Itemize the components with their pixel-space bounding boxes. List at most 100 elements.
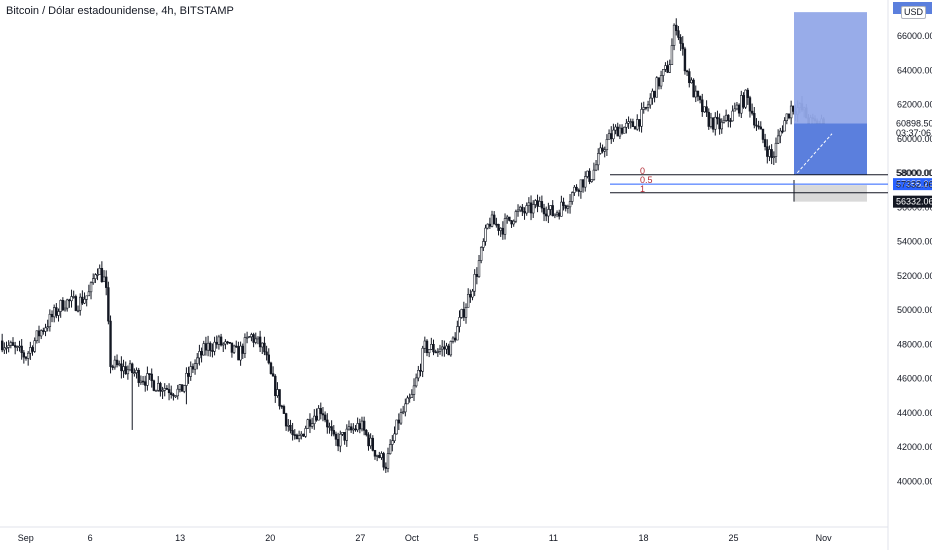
candle-down xyxy=(523,211,526,214)
candle-down xyxy=(475,274,479,277)
candle-up xyxy=(768,149,771,157)
candle-down xyxy=(204,343,208,351)
candle-down xyxy=(718,118,721,130)
candle-down xyxy=(382,453,385,468)
candle-down xyxy=(226,341,229,344)
candle-down xyxy=(742,95,745,108)
candle-down xyxy=(334,433,338,440)
candle-up xyxy=(458,317,461,327)
candle-down xyxy=(148,373,151,375)
candle-up xyxy=(29,347,32,354)
candle-down xyxy=(581,179,585,188)
candle-up xyxy=(724,114,728,121)
candle-down xyxy=(278,389,281,407)
candle-down xyxy=(263,342,266,353)
candle-up xyxy=(133,372,136,375)
candle-up xyxy=(549,205,552,210)
candle-up xyxy=(646,104,650,108)
candle-up xyxy=(423,340,427,349)
candle-down xyxy=(378,455,381,458)
candle-up xyxy=(26,352,30,359)
candle-up xyxy=(670,45,674,65)
candle-down xyxy=(282,406,286,414)
candle-down xyxy=(675,24,678,32)
candle-down xyxy=(170,392,173,395)
candle-up xyxy=(560,201,563,217)
candle-up xyxy=(65,299,69,309)
candle-up xyxy=(39,330,43,337)
candle-up xyxy=(605,139,609,151)
candle-down xyxy=(419,370,422,372)
candle-up xyxy=(534,200,537,205)
candle-up xyxy=(603,149,606,152)
candle-up xyxy=(590,179,593,182)
candle-down xyxy=(753,113,756,126)
candle-up xyxy=(72,296,75,298)
candle-up xyxy=(627,121,630,124)
candle-down xyxy=(111,366,114,368)
candle-up xyxy=(395,419,398,435)
candle-up xyxy=(178,384,182,390)
candle-up xyxy=(744,89,747,108)
price-axis-tick: 58000.00 xyxy=(897,168,932,178)
candle-up xyxy=(482,241,485,248)
candle-up xyxy=(239,345,242,361)
candle-up xyxy=(662,69,665,76)
candle-down xyxy=(293,434,296,436)
candle-down xyxy=(729,120,732,123)
candle-up xyxy=(317,408,320,421)
candle-down xyxy=(755,124,758,127)
candle-up xyxy=(703,106,706,113)
candle-up xyxy=(709,117,713,127)
candle-down xyxy=(365,430,368,436)
candle-up xyxy=(369,437,372,447)
candle-up xyxy=(360,420,364,430)
candle-up xyxy=(471,290,474,298)
candle-down xyxy=(711,117,715,130)
candle-up xyxy=(206,342,210,351)
position-path xyxy=(793,133,833,177)
currency-badge[interactable]: USD xyxy=(901,6,927,19)
candle-down xyxy=(705,106,708,113)
candle-up xyxy=(401,411,405,414)
candle-down xyxy=(81,296,84,304)
candle-up xyxy=(304,428,307,437)
candle-up xyxy=(479,247,483,261)
candle-down xyxy=(564,205,567,209)
candle-down xyxy=(20,345,23,353)
candle-down xyxy=(109,320,112,367)
position-profit-zone xyxy=(794,12,867,124)
candle-up xyxy=(421,347,424,372)
candle-down xyxy=(371,437,375,451)
candle-down xyxy=(501,227,505,235)
candle-down xyxy=(74,296,78,311)
candle-down xyxy=(781,130,784,133)
price-tag: 57355.26 xyxy=(896,179,932,189)
candle-down xyxy=(492,214,496,225)
candle-down xyxy=(681,43,684,50)
candle-up xyxy=(720,121,723,130)
price-axis-tick: 40000.00 xyxy=(897,476,932,486)
candle-up xyxy=(694,90,697,98)
price-axis-tick: 66000.00 xyxy=(897,31,932,41)
candle-down xyxy=(315,415,318,421)
candle-down xyxy=(562,201,565,206)
candle-up xyxy=(76,309,80,312)
candle-up xyxy=(623,126,626,134)
position-loss-zone xyxy=(794,185,867,202)
candle-down xyxy=(265,351,268,356)
candle-down xyxy=(766,146,769,157)
candle-up xyxy=(735,104,739,110)
candle-down xyxy=(558,212,561,217)
candle-up xyxy=(35,330,39,342)
candle-down xyxy=(131,363,134,374)
candle-up xyxy=(584,176,587,188)
candle-up xyxy=(345,428,349,441)
candle-down xyxy=(529,202,533,214)
candle-up xyxy=(161,390,164,392)
candle-up xyxy=(486,223,489,229)
candle-up xyxy=(213,341,216,352)
candle-up xyxy=(466,294,470,308)
price-tag-bg xyxy=(893,178,932,191)
